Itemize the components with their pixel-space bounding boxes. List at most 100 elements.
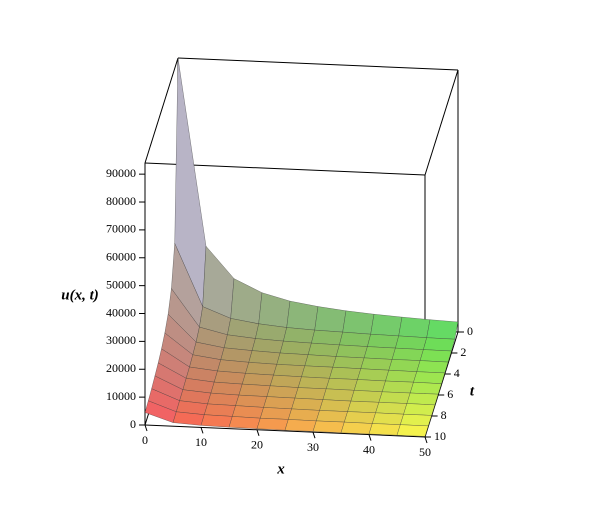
z-tick-label: 10000 (106, 389, 136, 403)
surface-patch (228, 416, 261, 429)
box-edge (144, 57, 179, 164)
z-tick-label: 60000 (106, 250, 136, 264)
surface-patch (279, 340, 312, 355)
z-tick-label: 30000 (106, 333, 136, 347)
surface-patch (248, 350, 281, 365)
surface-patch (273, 364, 306, 378)
z-tick-label: 90000 (106, 166, 136, 180)
x-tick (256, 429, 260, 436)
surface-patch (367, 333, 400, 349)
surface-patch (286, 300, 319, 331)
surface-patch (230, 278, 263, 325)
surface-patch (245, 362, 278, 376)
x-tick (144, 424, 148, 432)
surface-patch (391, 347, 424, 361)
t-tick-label: 4 (454, 366, 460, 380)
x-tick-label: 0 (142, 433, 148, 447)
t-tick-label: 6 (447, 387, 453, 401)
surface-patch (423, 337, 456, 352)
surface-patch (329, 366, 362, 380)
surface-patch (360, 357, 393, 371)
surface-patch (294, 387, 327, 400)
box-edge (144, 424, 426, 438)
t-tick-label: 10 (434, 429, 446, 443)
surface-patch (399, 413, 432, 427)
x-tick (424, 436, 428, 444)
z-tick-label: 80000 (106, 194, 136, 208)
surface-patch (276, 352, 309, 367)
surface-patch (371, 412, 404, 425)
surface-patch (202, 245, 235, 319)
surface-patch (319, 399, 352, 412)
box-edge (424, 69, 459, 176)
z-tick-label: 70000 (106, 222, 136, 236)
surface-patch (301, 365, 334, 379)
surface-patch (213, 370, 246, 385)
surface-patch (406, 392, 439, 406)
surface-patch (403, 403, 436, 416)
surface-patch (304, 354, 337, 368)
surface-patch (241, 373, 274, 387)
surface-patch (314, 306, 347, 333)
surface-patch (325, 378, 358, 391)
x-tick (368, 434, 372, 441)
surface-patch (283, 327, 316, 344)
x-tick-label: 10 (195, 435, 207, 449)
surface-patch (297, 376, 330, 390)
x-tick-label: 30 (307, 440, 319, 454)
surface-patch (419, 349, 452, 363)
surface-patch (385, 369, 418, 383)
surface-patch (311, 329, 344, 346)
surface-patch (256, 417, 289, 431)
surface-patch (370, 313, 403, 337)
surface-patch (287, 408, 320, 422)
z-axis-label: u(x, t) (61, 287, 99, 303)
surface-patch (413, 371, 446, 384)
x-tick-label: 20 (251, 438, 263, 452)
surface-patch (416, 360, 449, 374)
surface-patch (347, 400, 380, 414)
surface-patch (203, 403, 236, 417)
z-tick-label: 0 (130, 417, 136, 431)
z-tick-label: 50000 (106, 277, 136, 291)
surface-patch (335, 344, 368, 359)
surface-patch (342, 310, 375, 335)
z-tick-label: 20000 (106, 361, 136, 375)
surface-patch (312, 420, 345, 434)
surface-patch (284, 419, 317, 432)
surface-patch (235, 394, 268, 408)
surface-patch (398, 316, 431, 338)
surface-patch (322, 388, 355, 402)
surface-patch (363, 346, 396, 360)
surface-patch (263, 396, 296, 410)
x-tick (312, 432, 316, 439)
t-tick-label: 8 (441, 408, 447, 422)
surface-patch (291, 397, 324, 411)
box-edge (177, 57, 459, 71)
surface-patch (375, 402, 408, 415)
surface-patch (395, 335, 428, 350)
surface-patch (426, 319, 459, 340)
surface-patch (231, 405, 264, 419)
t-tick-label: 2 (460, 345, 466, 359)
t-tick-label: 0 (467, 324, 473, 338)
surface-patch (396, 424, 429, 437)
surface-patch (207, 392, 240, 406)
surface-patch (378, 391, 411, 404)
surface-patch (340, 421, 373, 435)
surface-patch (200, 414, 233, 428)
surface-patch (210, 381, 243, 396)
surface-patch (259, 407, 292, 420)
surface-patch (315, 410, 348, 423)
surface-patch (339, 331, 372, 347)
surface-patch (266, 385, 299, 399)
x-tick-label: 40 (363, 442, 375, 456)
surface-patch (368, 423, 401, 436)
surface-patch (332, 356, 365, 369)
surface-patch (343, 411, 376, 424)
surface-patch (307, 342, 340, 357)
x-tick-label: 50 (419, 445, 431, 459)
surface-patch (357, 368, 390, 382)
surface-patch (269, 374, 302, 388)
x-tick (200, 427, 204, 434)
